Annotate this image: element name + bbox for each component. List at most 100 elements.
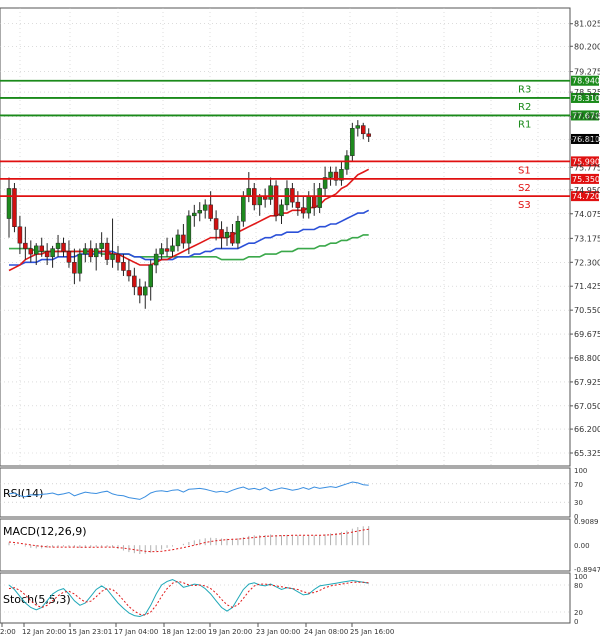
candle	[12, 182, 17, 233]
current-price-label: 76.810	[572, 135, 600, 144]
candle	[23, 226, 28, 260]
candle-body	[235, 221, 241, 244]
candle-body	[186, 215, 192, 244]
candle-body	[104, 242, 110, 260]
candle-body	[181, 234, 186, 244]
candle-body	[306, 196, 311, 214]
x-tick-label: 12 Jan 20:00	[22, 628, 66, 636]
candle-body	[61, 242, 66, 252]
candle	[361, 122, 366, 140]
candle-body	[99, 242, 104, 249]
candle-body	[219, 229, 224, 238]
candle	[153, 248, 159, 274]
candle-body	[28, 248, 34, 255]
candle	[110, 218, 115, 268]
candle	[339, 161, 344, 186]
x-tick-label: 15 Jan 23:01	[68, 628, 112, 636]
candle-body	[170, 245, 175, 252]
level-name-s1: S1	[518, 165, 531, 176]
candle-body	[224, 231, 230, 238]
candle-body	[311, 196, 317, 208]
candle-body	[88, 248, 93, 258]
candle-body	[115, 253, 121, 263]
candle	[50, 245, 55, 268]
y-tick-label: 79.275	[574, 68, 600, 77]
y-tick-label: 67.050	[574, 402, 600, 411]
level-price-label: 77.670	[572, 111, 600, 120]
macd-panel-frame	[0, 518, 571, 572]
x-tick-label: 25 Jan 16:00	[350, 628, 394, 636]
candle	[99, 232, 104, 257]
level-price-box	[571, 156, 599, 167]
macd-tick-label: -0.8947	[574, 566, 600, 574]
candle	[355, 120, 361, 137]
y-tick-label: 72.300	[574, 258, 600, 267]
rsi-tick-label: 100	[574, 467, 587, 475]
stoch-tick-label: 80	[574, 582, 583, 590]
candle	[322, 166, 328, 197]
macd-panel: MACD(12,26,9) 0.9089 0.00 -0.8947	[3, 518, 600, 574]
y-tick-label: 66.200	[574, 425, 600, 434]
candle-body	[93, 248, 99, 258]
candle-body	[17, 226, 23, 244]
candle-body	[295, 201, 301, 208]
y-tick-label: 73.175	[574, 234, 600, 243]
candle-body	[148, 264, 153, 288]
candle	[164, 237, 170, 257]
candle-body	[164, 248, 170, 252]
level-name-r2: R2	[518, 102, 531, 113]
candle	[192, 204, 197, 227]
rsi-line	[8, 481, 369, 500]
y-tick-label: 69.675	[574, 330, 600, 339]
candle-body	[241, 196, 246, 222]
rsi-tick-label: 0	[574, 513, 578, 521]
candle	[317, 182, 322, 214]
level-name-s2: S2	[518, 183, 531, 194]
candle	[268, 177, 273, 205]
y-tick-label: 74.075	[574, 210, 600, 219]
rsi-panel-frame	[0, 467, 571, 518]
level-price-label: 75.990	[572, 157, 600, 166]
stoch-tick-label: 0	[574, 618, 578, 626]
y-tick-label: 70.550	[574, 306, 600, 315]
level-price-box	[571, 75, 599, 86]
candle	[17, 215, 23, 255]
candle	[137, 278, 143, 304]
stoch-k-line	[8, 579, 369, 618]
panel-frames	[0, 7, 571, 624]
candle	[55, 234, 61, 257]
candle-body	[197, 210, 202, 214]
candle-body	[279, 204, 284, 217]
candle	[301, 196, 306, 219]
candle-body	[6, 188, 12, 219]
candle	[202, 199, 208, 219]
candle	[77, 248, 83, 282]
candle-body	[83, 248, 88, 255]
y-tick-label: 76.800	[574, 135, 600, 144]
candle	[93, 243, 99, 271]
candle-body	[328, 171, 333, 178]
y-tick-label: 71.425	[574, 282, 600, 291]
candle-body	[361, 125, 366, 135]
candle-body	[159, 248, 164, 255]
candle	[88, 240, 93, 263]
candles	[6, 120, 371, 309]
rsi-tick-label: 30	[574, 499, 583, 507]
level-price-label: 78.310	[572, 94, 600, 103]
candle-body	[132, 275, 137, 288]
candle-body	[126, 270, 132, 277]
candle	[213, 210, 219, 241]
candle	[83, 243, 88, 263]
y-tick-label: 74.950	[574, 186, 600, 195]
candle-body	[339, 169, 344, 181]
candle	[224, 226, 230, 246]
candle	[44, 243, 50, 266]
y-tick-label: 67.925	[574, 378, 600, 387]
candle	[181, 224, 186, 249]
candle-body	[322, 177, 328, 189]
level-price-box	[571, 191, 599, 202]
candle-body	[12, 188, 17, 227]
candle	[197, 202, 202, 222]
